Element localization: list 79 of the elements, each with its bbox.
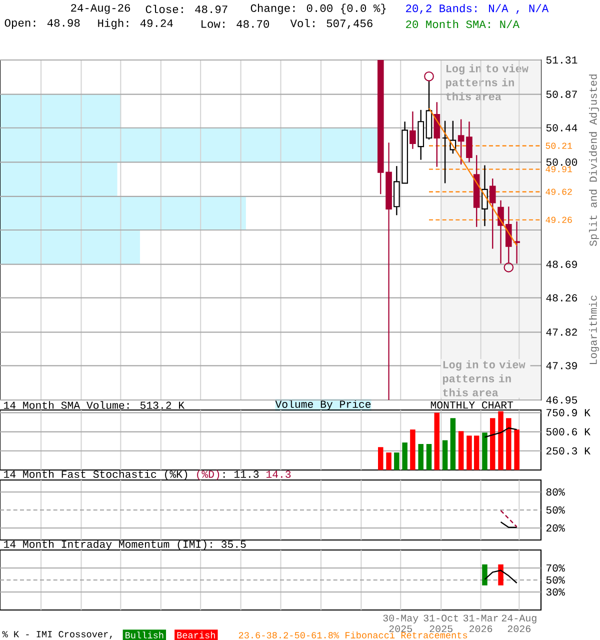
text: (%D) xyxy=(197,470,220,480)
bar xyxy=(378,447,384,470)
chart-title: 14 Month Fast Stochastic xyxy=(4,470,156,478)
bar xyxy=(434,412,440,470)
ref-line-label: 50.21 xyxy=(546,142,572,149)
bar xyxy=(386,452,392,470)
bar xyxy=(498,411,504,470)
y-tick-label: 750.9 K xyxy=(546,409,590,416)
annotation: Log in to view patterns in this area xyxy=(443,360,526,396)
y-tick-label: 50.87 xyxy=(546,90,577,98)
bar xyxy=(442,440,448,470)
ref-line-label: 49.26 xyxy=(546,216,572,223)
candlestick xyxy=(489,178,496,250)
bar xyxy=(418,444,424,470)
y-tick-label: 51.31 xyxy=(546,56,578,64)
bar xyxy=(458,431,464,470)
y-tick-label: 47.39 xyxy=(546,362,577,370)
y-tick-label: 46.95 xyxy=(546,396,578,404)
text: Change: 0.00 {0.0 %} xyxy=(250,4,386,14)
bar xyxy=(482,432,488,470)
text: MONTHLY CHART xyxy=(430,401,514,409)
y-tick-label: 47.82 xyxy=(546,328,577,336)
candlestick xyxy=(498,200,504,264)
legend-label: 20,2 Bands: N/A , N/A xyxy=(406,4,549,14)
legend-label: 20 Month SMA: N/A xyxy=(406,20,520,28)
bar xyxy=(426,444,432,470)
y-tick-label: 20% xyxy=(546,524,565,532)
y-tick-label: 48.26 xyxy=(546,294,578,302)
y-tick-label: 500.6 K xyxy=(546,428,590,436)
y-tick-label: 50.44 xyxy=(546,124,578,132)
legend-title: % K - IMI Crossover, xyxy=(2,631,112,639)
y-tick-label: 30% xyxy=(546,588,565,596)
text: (%K) xyxy=(165,470,188,480)
text: Bearish xyxy=(177,632,215,638)
y-tick-label: 50% xyxy=(546,576,565,584)
y-tick-label: 50% xyxy=(546,506,565,514)
text: Logarithmic xyxy=(589,296,599,364)
text: Open: 48.98 xyxy=(4,19,80,29)
text: 23.6-38.2-50-61.8% Fibonacci Retracements xyxy=(238,632,468,638)
text: High: 49.24 xyxy=(98,18,173,30)
x-tick-label: 30-May 2025 xyxy=(383,614,418,632)
bar xyxy=(450,418,456,470)
candlestick xyxy=(482,164,488,227)
candlestick xyxy=(458,118,464,166)
x-tick-label: 31-Oct 2025 xyxy=(424,614,458,632)
text: 24-Aug-26 xyxy=(71,4,130,14)
text: Bullish xyxy=(126,632,164,638)
bar xyxy=(474,436,480,470)
candlestick xyxy=(410,110,416,150)
chart-title: 14 Month SMA Volume: 513.2 K xyxy=(4,401,185,409)
text: Volume By Price xyxy=(275,400,371,410)
line-series xyxy=(484,427,518,438)
line-series xyxy=(484,570,518,584)
text: : 11.3 xyxy=(223,470,259,478)
y-tick-label: 70% xyxy=(546,564,565,572)
y-tick-label: 250.3 K xyxy=(546,447,590,455)
bar xyxy=(466,436,472,470)
chart-title: 14 Month Intraday Momentum (IMI): 35.5 xyxy=(4,540,246,550)
y-axis-title: Split and Dividend Adjusted xyxy=(589,74,599,246)
text: 14.3 xyxy=(266,470,291,478)
ref-line-label: 49.91 xyxy=(546,166,572,172)
x-tick-label: 24-Aug 2026 xyxy=(502,614,536,632)
text: Close: 48.97 xyxy=(146,4,228,14)
candlestick xyxy=(466,121,472,163)
y-tick-label: 48.69 xyxy=(546,260,577,268)
ref-line-label: 49.62 xyxy=(546,188,572,195)
bar xyxy=(402,442,408,470)
candlestick xyxy=(442,120,448,184)
text: Low: 48.70 xyxy=(202,20,270,28)
bar xyxy=(394,452,400,470)
bar xyxy=(410,430,416,470)
bar xyxy=(506,418,512,470)
bar xyxy=(490,418,496,470)
x-tick-label: 31-Mar 2026 xyxy=(463,614,498,632)
y-tick-label: 80% xyxy=(546,488,565,496)
y-tick-label: 50.00 xyxy=(546,158,578,166)
bar xyxy=(514,430,520,470)
text: Vol: 507,456 xyxy=(290,18,372,30)
candlestick xyxy=(434,102,440,168)
